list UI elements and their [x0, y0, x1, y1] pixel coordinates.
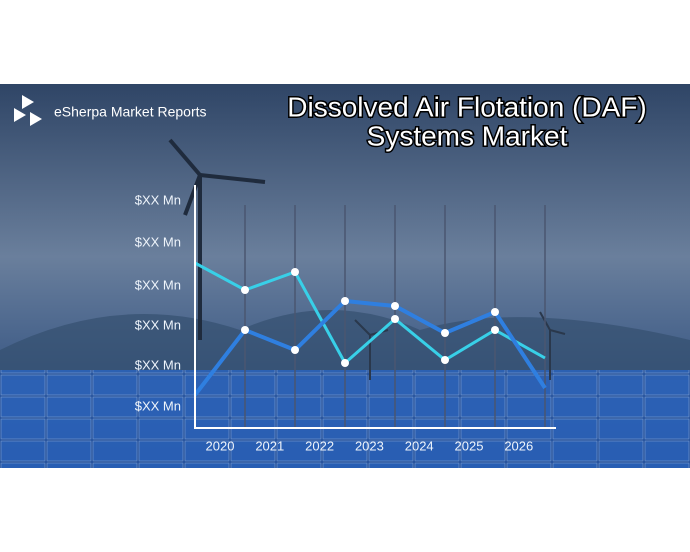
x-label: 2023 [355, 438, 384, 453]
y-label: $XX Mn [135, 398, 181, 413]
title-line: Systems Market [367, 120, 568, 151]
x-label: 2024 [405, 438, 434, 453]
x-label: 2020 [206, 438, 235, 453]
x-label: 2022 [305, 438, 334, 453]
wind-turbine [168, 138, 266, 340]
decor-line [193, 298, 547, 397]
brand: eSherpa Market Reports [54, 104, 207, 120]
y-label: $XX Mn [135, 192, 181, 207]
y-label: $XX Mn [135, 357, 181, 372]
x-label: 2026 [504, 438, 533, 453]
labels: $XX Mn $XX Mn $XX Mn $XX Mn $XX Mn $XX Mn 2020… [135, 192, 534, 453]
decor-line [194, 261, 546, 366]
x-label: 2025 [455, 438, 484, 453]
y-label: $XX Mn [135, 234, 181, 249]
y-label: $XX Mn [135, 317, 181, 332]
decor-points [241, 268, 499, 367]
y-label: $XX Mn [135, 277, 181, 292]
axes [194, 185, 556, 429]
x-label: 2021 [255, 438, 284, 453]
title-line: Dissolved Air Flotation (DAF) [287, 91, 646, 122]
logo: eSherpa Market Reports [14, 95, 207, 126]
